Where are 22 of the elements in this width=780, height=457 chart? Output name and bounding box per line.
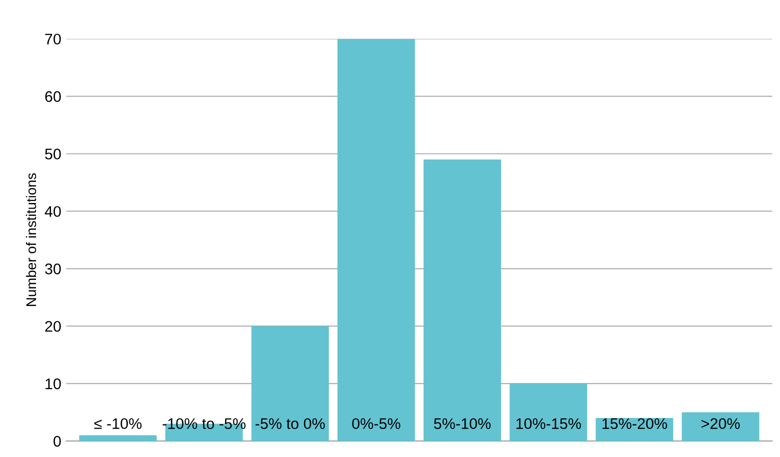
y-tick-label: 70 <box>45 34 61 45</box>
bar <box>337 38 415 442</box>
bar <box>682 412 760 442</box>
y-tick-label: 40 <box>44 206 61 217</box>
x-tick-label: 0%-5% <box>352 418 400 430</box>
y-tick-label: 30 <box>45 264 61 274</box>
x-tick-label: >20% <box>702 418 740 430</box>
y-tick-label: 60 <box>45 91 61 102</box>
x-tick-label: 5%-10% <box>434 418 491 430</box>
y-axis-title: Number of institutions <box>26 173 36 306</box>
bar <box>251 326 329 442</box>
x-tick-label: 15%-20% <box>602 418 668 430</box>
x-tick-label: -5% to 0% <box>256 418 325 430</box>
y-tick-label: 0 <box>54 436 61 447</box>
y-tick-label: 20 <box>45 320 61 332</box>
bar <box>79 435 157 442</box>
x-tick-label: 10%-15% <box>516 418 581 430</box>
y-tick-label: 50 <box>45 148 61 160</box>
x-tick-label: ≤ -10% <box>94 418 142 430</box>
bar <box>424 159 502 442</box>
y-tick-label: 10 <box>46 378 61 390</box>
bar <box>510 384 588 442</box>
